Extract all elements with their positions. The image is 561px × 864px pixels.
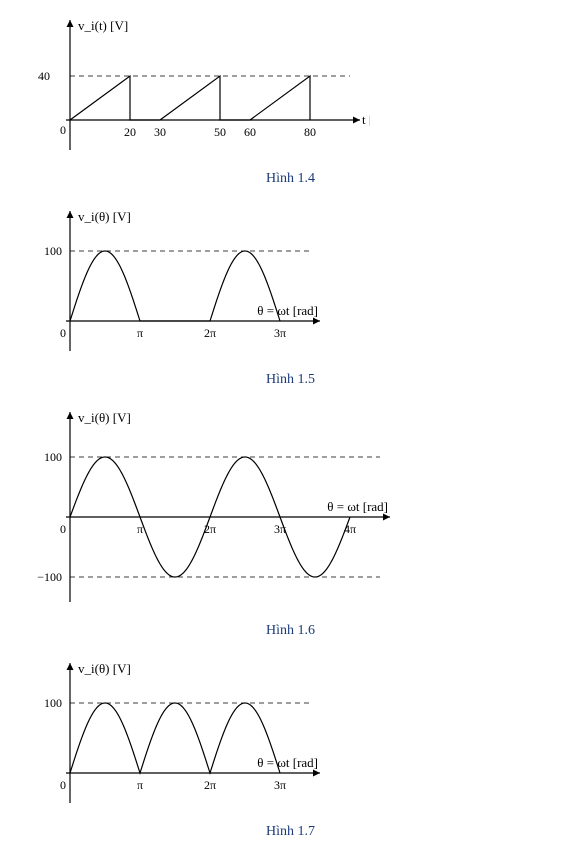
- svg-text:θ = ωt [rad]: θ = ωt [rad]: [257, 755, 318, 770]
- svg-text:v_i(θ) [V]: v_i(θ) [V]: [78, 410, 131, 425]
- svg-text:π: π: [137, 522, 143, 536]
- plot-1-7: v_i(θ) [V] 100 0 θ = ωt [rad] π 2π 3π: [10, 653, 410, 813]
- svg-text:θ = ωt [rad]: θ = ωt [rad]: [257, 303, 318, 318]
- svg-text:2π: 2π: [204, 778, 216, 792]
- caption-1-5: Hình 1.5: [10, 372, 561, 388]
- svg-text:0: 0: [60, 522, 66, 536]
- svg-text:π: π: [137, 778, 143, 792]
- plot-1-5: v_i(θ) [V] 100 0 θ = ωt [rad] π 2π 3π: [10, 201, 410, 361]
- svg-text:v_i(θ) [V]: v_i(θ) [V]: [78, 209, 131, 224]
- svg-text:0: 0: [60, 778, 66, 792]
- svg-text:θ = ωt [rad]: θ = ωt [rad]: [327, 499, 388, 514]
- figure-1-6: v_i(θ) [V] 100 −100 0 θ = ωt [rad] π 2π 3π 4π Hì…: [10, 402, 561, 639]
- svg-text:60: 60: [244, 125, 256, 139]
- svg-text:40: 40: [38, 69, 50, 83]
- figure-1-4: v_i(t) [V] 40 0 t [ms] 20 30 50 60 80 Hình 1.4: [10, 10, 561, 187]
- caption-1-7: Hình 1.7: [10, 824, 561, 840]
- svg-text:80: 80: [304, 125, 316, 139]
- svg-text:100: 100: [44, 244, 62, 258]
- svg-text:3π: 3π: [274, 778, 286, 792]
- svg-text:π: π: [137, 326, 143, 340]
- plot-1-6: v_i(θ) [V] 100 −100 0 θ = ωt [rad] π 2π 3π 4π: [10, 402, 430, 612]
- svg-text:3π: 3π: [274, 522, 286, 536]
- svg-text:v_i(t) [V]: v_i(t) [V]: [78, 18, 128, 33]
- svg-text:0: 0: [60, 326, 66, 340]
- svg-text:100: 100: [44, 450, 62, 464]
- svg-text:3π: 3π: [274, 326, 286, 340]
- svg-text:20: 20: [124, 125, 136, 139]
- plot-1-4: v_i(t) [V] 40 0 t [ms] 20 30 50 60 80: [10, 10, 370, 160]
- svg-text:30: 30: [154, 125, 166, 139]
- svg-text:t [ms]: t [ms]: [362, 112, 370, 127]
- caption-1-4: Hình 1.4: [10, 171, 561, 187]
- svg-text:100: 100: [44, 696, 62, 710]
- svg-text:−100: −100: [37, 570, 62, 584]
- figure-1-5: v_i(θ) [V] 100 0 θ = ωt [rad] π 2π 3π Hình 1.5: [10, 201, 561, 388]
- svg-text:50: 50: [214, 125, 226, 139]
- figure-1-7: v_i(θ) [V] 100 0 θ = ωt [rad] π 2π 3π Hình 1.7: [10, 653, 561, 840]
- svg-text:v_i(θ) [V]: v_i(θ) [V]: [78, 661, 131, 676]
- caption-1-6: Hình 1.6: [10, 623, 561, 639]
- svg-text:2π: 2π: [204, 326, 216, 340]
- svg-text:4π: 4π: [344, 522, 356, 536]
- svg-text:2π: 2π: [204, 522, 216, 536]
- svg-text:0: 0: [60, 123, 66, 137]
